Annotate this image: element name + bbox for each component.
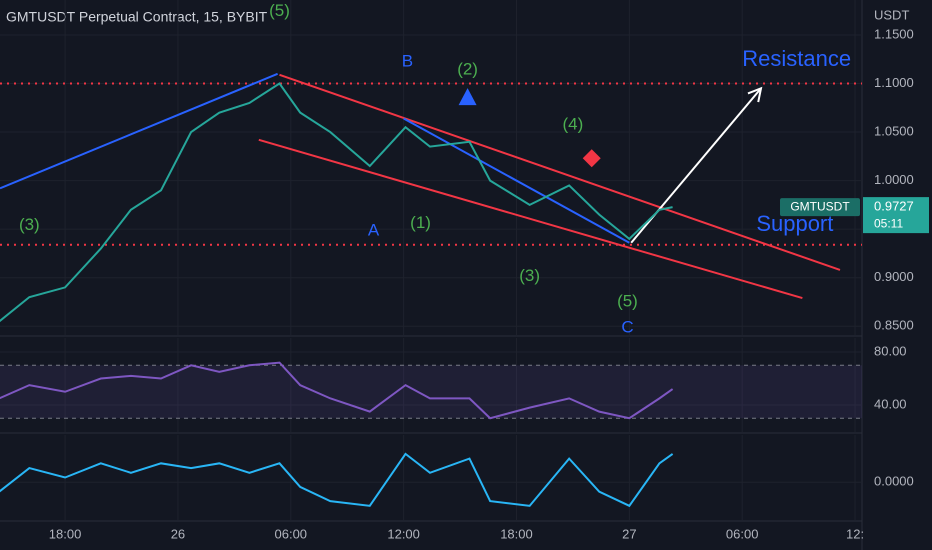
price-line bbox=[0, 361, 674, 420]
y-tick-label: 0.9000 bbox=[874, 269, 914, 284]
y-tick-label: 40.00 bbox=[874, 396, 907, 411]
drawing-line bbox=[403, 117, 630, 244]
rsi-band bbox=[0, 365, 862, 419]
x-tick-label: 18:00 bbox=[49, 526, 82, 541]
axis-label: USDT bbox=[874, 7, 909, 22]
price-tag-name: GMTUSDT bbox=[790, 199, 850, 213]
drawing-line bbox=[279, 73, 841, 271]
x-tick-label: 26 bbox=[171, 526, 185, 541]
y-tick-label: 1.0500 bbox=[874, 123, 914, 138]
y-tick-label: 0.8500 bbox=[874, 318, 914, 333]
annotation: (5) bbox=[269, 1, 290, 20]
annotation: Resistance bbox=[742, 46, 851, 71]
x-tick-label: 06:00 bbox=[275, 526, 308, 541]
drawing-line bbox=[258, 138, 803, 300]
y-tick-label: 0.0000 bbox=[874, 474, 914, 489]
x-tick-label: 06:00 bbox=[726, 526, 759, 541]
annotation: A bbox=[368, 221, 380, 240]
annotation: (4) bbox=[563, 115, 584, 134]
y-tick-label: 1.0000 bbox=[874, 172, 914, 187]
diamond-marker bbox=[582, 149, 601, 168]
price-tag-bg bbox=[863, 197, 929, 234]
x-tick-label: 18:00 bbox=[500, 526, 533, 541]
annotation: (3) bbox=[519, 266, 540, 285]
annotation: (2) bbox=[457, 59, 478, 78]
y-tick-label: 80.00 bbox=[874, 343, 907, 358]
annotation: (3) bbox=[19, 215, 40, 234]
chart-title: GMTUSDT Perpetual Contract, 15, BYBIT bbox=[6, 9, 268, 25]
x-tick-label: 12: bbox=[846, 526, 864, 541]
y-tick-label: 1.1500 bbox=[874, 26, 914, 41]
triangle-marker bbox=[458, 88, 477, 106]
price-tag-timer: 05:11 bbox=[874, 216, 903, 230]
price-tag-name-bg bbox=[780, 198, 860, 217]
annotation: C bbox=[621, 318, 633, 337]
y-tick-label: 1.1000 bbox=[874, 75, 914, 90]
x-tick-label: 27 bbox=[622, 526, 636, 541]
price-line bbox=[0, 82, 673, 323]
annotation: (1) bbox=[410, 213, 431, 232]
arrow-head bbox=[747, 86, 763, 103]
drawing-line bbox=[0, 72, 278, 190]
annotation: (5) bbox=[617, 291, 638, 310]
x-tick-label: 12:00 bbox=[387, 526, 420, 541]
price-tag-value: 0.9727 bbox=[874, 199, 914, 214]
price-line bbox=[0, 452, 674, 508]
annotation: B bbox=[402, 52, 413, 71]
